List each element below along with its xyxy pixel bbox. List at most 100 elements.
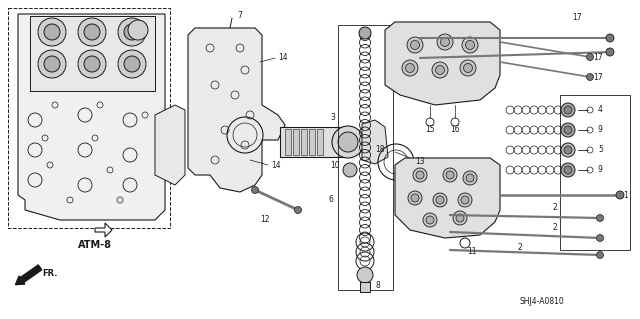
Text: 7: 7 [237,11,242,19]
Circle shape [416,171,424,179]
Circle shape [332,126,364,158]
Circle shape [596,234,604,241]
Text: FR.: FR. [42,270,58,278]
Circle shape [343,163,357,177]
Bar [8,8,170,228]
Circle shape [44,24,60,40]
Circle shape [561,123,575,137]
Circle shape [432,62,448,78]
Circle shape [426,216,434,224]
Circle shape [460,60,476,76]
Circle shape [124,56,140,72]
Circle shape [252,187,259,194]
Text: 2: 2 [552,224,557,233]
Text: SHJ4-A0810: SHJ4-A0810 [520,298,564,307]
Circle shape [596,251,604,258]
Text: 10: 10 [330,160,340,169]
Circle shape [586,73,593,80]
Text: 14: 14 [278,53,287,62]
Bar [560,95,630,250]
Text: 3: 3 [330,114,335,122]
Text: 12: 12 [260,216,269,225]
Text: 18: 18 [376,145,385,154]
Text: 2: 2 [518,243,522,253]
Circle shape [433,193,447,207]
Circle shape [294,206,301,213]
Bar [285,129,291,155]
Text: 5: 5 [598,145,603,154]
Circle shape [338,132,358,152]
Circle shape [458,193,472,207]
Circle shape [357,267,373,283]
Polygon shape [188,28,285,192]
Text: ATM-8: ATM-8 [78,240,112,250]
Circle shape [44,56,60,72]
Bar [30,16,155,91]
Circle shape [462,37,478,53]
Text: 4: 4 [598,106,603,115]
Circle shape [564,146,572,154]
Text: 11: 11 [467,248,477,256]
Circle shape [423,213,437,227]
Circle shape [466,174,474,182]
Circle shape [402,60,418,76]
Text: 17: 17 [593,53,603,62]
Bar [360,282,370,292]
Circle shape [407,37,423,53]
Circle shape [38,50,66,78]
Text: 16: 16 [450,125,460,135]
Text: 15: 15 [425,125,435,135]
Circle shape [436,196,444,204]
Polygon shape [395,158,500,238]
Circle shape [437,34,453,50]
Text: 17: 17 [572,13,582,23]
Circle shape [410,41,419,49]
Circle shape [84,24,100,40]
Bar [309,129,315,155]
Circle shape [463,171,477,185]
Bar [338,25,393,290]
Circle shape [456,214,464,222]
Circle shape [586,54,593,61]
Circle shape [596,214,604,221]
Circle shape [38,18,66,46]
Circle shape [453,211,467,225]
Circle shape [118,18,146,46]
Text: 2: 2 [552,204,557,212]
Circle shape [463,63,472,72]
Circle shape [408,191,422,205]
Circle shape [443,168,457,182]
Circle shape [118,50,146,78]
Text: 9: 9 [598,125,603,135]
Circle shape [128,20,148,40]
Polygon shape [385,22,500,105]
Polygon shape [155,105,185,185]
Text: 9: 9 [598,166,603,174]
Circle shape [606,34,614,42]
Circle shape [124,24,140,40]
Circle shape [564,106,572,114]
FancyArrow shape [15,265,42,285]
Bar [317,129,323,155]
Circle shape [561,163,575,177]
Circle shape [413,168,427,182]
Text: 13: 13 [415,158,424,167]
Circle shape [561,143,575,157]
Text: 14: 14 [271,161,280,170]
Circle shape [440,38,449,47]
Text: 8: 8 [375,280,380,290]
Circle shape [84,56,100,72]
Circle shape [465,41,474,49]
Bar [301,129,307,155]
Circle shape [406,63,415,72]
Circle shape [78,50,106,78]
Circle shape [461,196,469,204]
Circle shape [78,18,106,46]
Circle shape [446,171,454,179]
Text: 6: 6 [328,196,333,204]
Polygon shape [362,120,388,164]
Polygon shape [95,223,112,237]
Circle shape [435,65,445,75]
Polygon shape [18,14,165,220]
Circle shape [564,166,572,174]
